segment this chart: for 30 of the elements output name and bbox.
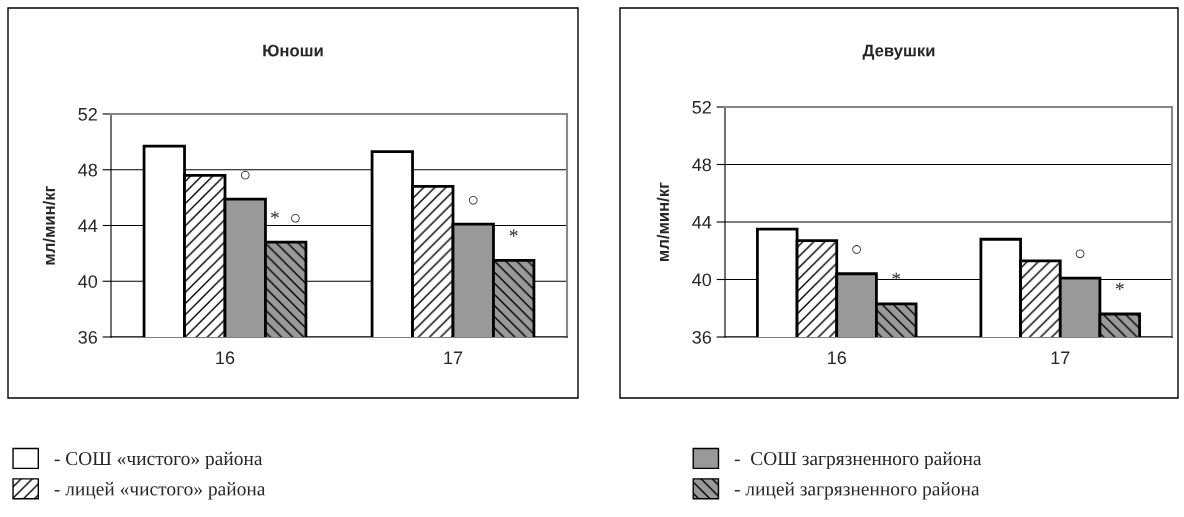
y-axis-title: мл/мин/кг — [656, 182, 670, 261]
legend-label: - лицей загрязненного района — [734, 482, 980, 500]
x-tick-label: 17 — [1051, 351, 1070, 364]
y-tick-label: 48 — [692, 158, 712, 172]
y-tick-label: 36 — [78, 330, 98, 344]
y-tick-label: 48 — [78, 163, 98, 177]
x-tick-label: 16 — [828, 351, 846, 365]
chart-title: Девушки — [862, 44, 935, 60]
x-tick-label: 17 — [444, 351, 463, 364]
data-label: * ○ — [271, 211, 300, 223]
y-tick-label: 40 — [692, 273, 712, 287]
y-tick-label: 36 — [692, 330, 712, 344]
y-tick-label: 44 — [78, 219, 98, 233]
data-label: ○ — [240, 170, 250, 180]
legend-label: - СОШ «чистого» района — [54, 451, 263, 470]
legend-label: - лицей «чистого» района — [54, 482, 266, 500]
x-tick-label: 16 — [216, 351, 235, 365]
data-label: * — [509, 229, 518, 237]
data-label: ○ — [1075, 249, 1085, 259]
data-label: * — [892, 272, 901, 280]
y-tick-label: 52 — [78, 107, 97, 121]
data-label: * — [1115, 282, 1124, 290]
data-label: ○ — [852, 245, 861, 254]
chart-title: Юноши — [263, 44, 323, 57]
y-tick-label: 40 — [78, 275, 98, 288]
y-tick-label: 52 — [692, 100, 711, 114]
data-label: ○ — [468, 195, 478, 205]
legend-label: - СОШ загрязненного района — [734, 451, 982, 470]
y-axis-title: мл/мин/кг — [42, 185, 56, 265]
y-tick-label: 44 — [692, 216, 712, 229]
